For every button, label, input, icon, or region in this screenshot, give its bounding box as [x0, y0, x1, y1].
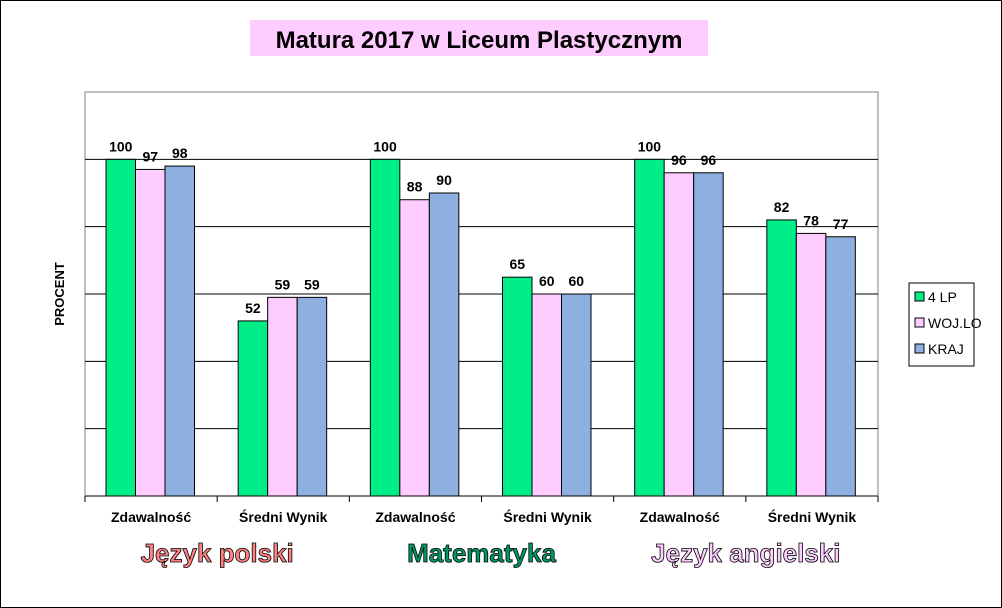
value-label: 82	[774, 199, 790, 215]
value-label: 60	[539, 273, 555, 289]
y-axis-label: PROCENT	[52, 262, 67, 326]
value-label: 100	[638, 138, 662, 154]
bar	[825, 236, 856, 497]
category-label: Średni Wynik	[503, 508, 592, 525]
value-label: 65	[509, 256, 525, 272]
category-labels: Zdawalność Średni Wynik Zdawalność Średni W…	[111, 508, 856, 525]
value-label: 100	[109, 138, 133, 154]
bar	[693, 172, 724, 497]
legend-swatch	[914, 317, 925, 328]
bar	[795, 232, 827, 497]
legend-swatch	[914, 291, 925, 302]
bar	[105, 158, 136, 497]
value-label: 88	[407, 179, 423, 195]
bar	[561, 293, 592, 497]
bar	[267, 296, 298, 497]
value-label: 100	[373, 138, 397, 154]
title-background	[250, 20, 708, 56]
bar	[296, 296, 328, 497]
value-label: 52	[245, 300, 261, 316]
bar	[369, 158, 401, 497]
bar	[634, 158, 665, 497]
category-label: Zdawalność	[640, 509, 720, 525]
category-label: Zdawalność	[111, 509, 191, 525]
bar	[766, 219, 797, 497]
value-label: 77	[833, 216, 849, 232]
group-label: Język polski	[141, 538, 294, 568]
x-axis	[84, 495, 879, 502]
group-label: Matematyka	[407, 538, 556, 568]
bar	[428, 192, 460, 497]
group-label: Język angielski	[651, 538, 840, 568]
category-label: Średni Wynik	[239, 508, 328, 525]
group-labels: Język polski Matematyka Język angielski	[140, 538, 841, 569]
bar	[135, 168, 166, 497]
bar	[399, 199, 430, 497]
chart-title: Matura 2017 w Liceum Plastycznym	[276, 27, 683, 54]
value-label: 90	[436, 172, 452, 188]
value-label: 60	[568, 273, 584, 289]
legend-swatch	[914, 343, 925, 354]
bar	[531, 293, 562, 497]
value-label: 98	[172, 145, 188, 161]
bar	[502, 276, 533, 497]
legend-label: 4 LP	[928, 289, 957, 305]
value-label: 96	[701, 152, 717, 168]
value-label: 59	[275, 276, 291, 292]
category-label: Zdawalność	[375, 509, 455, 525]
legend-label: WOJ.LO	[928, 315, 982, 331]
bars	[105, 158, 856, 497]
legend-label: KRAJ	[928, 341, 964, 357]
value-labels: 100 52 100 65 100 82 97 59 88 60 96 78 98 59 90 60 96 77	[109, 138, 849, 316]
value-label: 59	[304, 276, 320, 292]
bar	[663, 172, 695, 497]
legend-items: 4 LP WOJ.LO KRAJ	[914, 289, 982, 357]
category-label: Średni Wynik	[768, 508, 857, 525]
value-label: 97	[142, 148, 158, 164]
value-label: 96	[671, 152, 687, 168]
bar	[237, 320, 269, 497]
gridlines	[85, 158, 878, 430]
bar	[164, 165, 195, 497]
value-label: 78	[803, 212, 819, 228]
